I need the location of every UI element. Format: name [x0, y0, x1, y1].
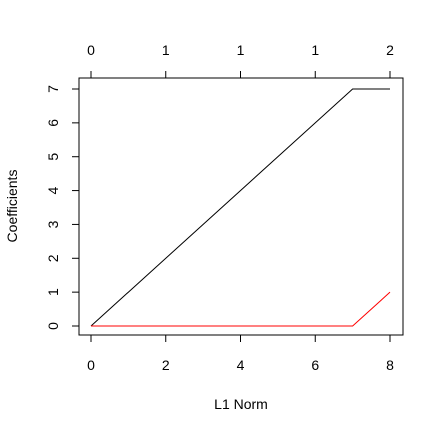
top-tick-label: 2	[386, 42, 394, 58]
x-tick-label: 4	[237, 357, 245, 373]
series-layer	[90, 88, 391, 327]
y-axis-label: Coefficients	[4, 170, 20, 243]
x-tick-label: 0	[87, 357, 95, 373]
series-line-2	[91, 291, 391, 327]
y-tick-label: 3	[45, 220, 61, 228]
plot-frame	[78, 77, 404, 336]
series-line-1	[90, 88, 390, 327]
x-axis-label: L1 Norm	[214, 396, 268, 412]
y-tick-label: 5	[45, 153, 61, 161]
y-tick-label: 1	[45, 288, 61, 296]
x-tick-label: 8	[386, 357, 394, 373]
x-axis-bottom: 0 2 4 6 8	[87, 334, 394, 373]
x-axis-top: 0 1 1 1 2	[87, 42, 394, 79]
top-tick-label: 1	[311, 42, 319, 58]
top-tick-label: 1	[237, 42, 245, 58]
y-axis-left: 0 1 2 3 4 5 6 7	[45, 85, 80, 330]
x-tick-label: 2	[162, 357, 170, 373]
y-tick-label: 7	[45, 85, 61, 93]
y-tick-label: 0	[45, 322, 61, 330]
top-tick-label: 0	[87, 42, 95, 58]
y-tick-label: 6	[45, 119, 61, 127]
y-tick-label: 2	[45, 254, 61, 262]
top-tick-label: 1	[162, 42, 170, 58]
y-tick-label: 4	[45, 186, 61, 194]
x-tick-label: 6	[311, 357, 319, 373]
